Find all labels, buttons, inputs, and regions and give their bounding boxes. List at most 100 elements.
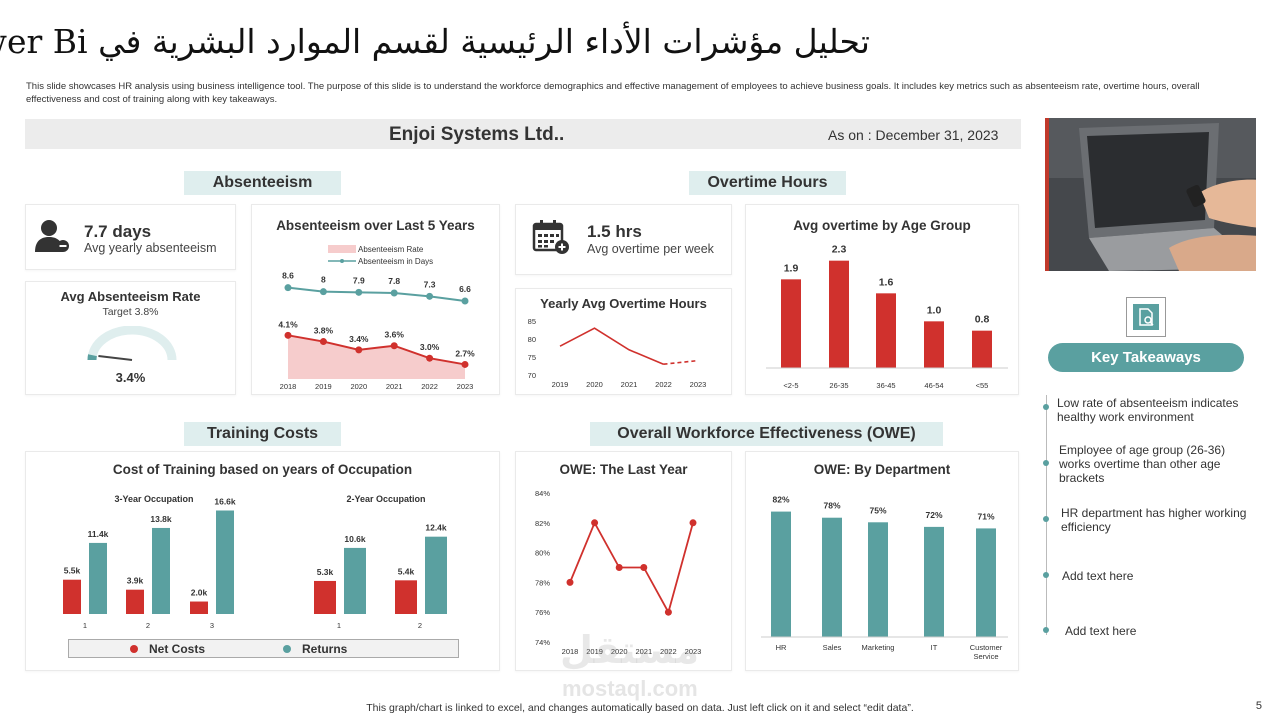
- owe-point: [689, 519, 697, 527]
- absenteeism-rate-card: Avg Absenteeism Rate Target 3.8% 3.4%: [25, 281, 236, 395]
- days-point: [461, 297, 469, 305]
- age-bar: [781, 279, 801, 368]
- x-tick-label: Customer: [970, 643, 1003, 652]
- rate-area: [288, 335, 465, 379]
- rate-label: 3.6%: [385, 330, 405, 340]
- bar-label: 2.0k: [191, 588, 208, 598]
- document-search-icon: [1133, 304, 1159, 335]
- dept-bar: [924, 526, 944, 637]
- company-band: [25, 119, 1021, 149]
- takeaway-item: Employee of age group (26-36) works over…: [1059, 443, 1226, 485]
- footer-note: This graph/chart is linked to excel, and…: [366, 702, 914, 714]
- x-tick-label: 2023: [685, 647, 702, 656]
- days-label: 8.6: [282, 271, 294, 281]
- x-tick-label: 2021: [621, 380, 638, 389]
- x-tick-label: 2019: [552, 380, 569, 389]
- dept-bar: [771, 511, 791, 637]
- absenteeism-kpi-card: 7.7 days Avg yearly absenteeism: [25, 204, 236, 270]
- overtime-kpi-label: Avg overtime per week: [587, 242, 714, 256]
- y-tick-label: 80: [528, 335, 536, 344]
- dept-bar: [976, 528, 996, 637]
- net-cost-bar: [190, 601, 208, 614]
- legend-returns: Returns: [302, 642, 348, 656]
- age-bar: [924, 321, 944, 368]
- overtime-kpi-card: 1.5 hrs Avg overtime per week: [515, 204, 732, 275]
- x-tick-label: <55: [976, 381, 989, 390]
- legend-returns-marker: [283, 645, 291, 653]
- x-tick-label: 2021: [635, 647, 652, 656]
- owe-point: [664, 608, 672, 616]
- owe-point: [615, 564, 623, 571]
- x-tick-label: 26-35: [829, 381, 848, 390]
- bar-label: 5.5k: [64, 566, 81, 576]
- rate-point: [284, 331, 292, 339]
- training-legend: Net Costs Returns: [68, 639, 459, 658]
- owe-point: [640, 564, 648, 571]
- rate-line: [287, 334, 466, 366]
- takeaways-timeline: [1046, 395, 1047, 635]
- key-takeaways-button[interactable]: Key Takeaways: [1048, 343, 1244, 372]
- x-tick-label: 2: [146, 621, 150, 630]
- page-description: This slide showcases HR analysis using b…: [26, 81, 1200, 105]
- yearly-overtime-chart: 85 80 75 70 2019 2020 2021 2022 2023: [528, 317, 707, 389]
- bar-label: 12.4k: [425, 523, 447, 533]
- x-tick-label: 2018: [562, 647, 579, 656]
- x-tick-label: 2021: [386, 382, 403, 391]
- y-tick-label: 70: [528, 371, 536, 380]
- owe-last-year-chart: 84% 82% 80% 78% 76% 74% 2018 2019 2020 2021 2022 20…: [535, 489, 702, 656]
- takeaway-dot: [1043, 460, 1049, 466]
- age-bar-label: 1.6: [879, 276, 894, 288]
- bar-label: 13.8k: [150, 514, 172, 524]
- dept-bar-label: 82%: [772, 495, 789, 505]
- x-tick-label: 46-54: [924, 381, 943, 390]
- x-tick-label: 2022: [655, 380, 672, 389]
- group-title: 2-Year Occupation: [346, 494, 425, 504]
- rate-point: [426, 354, 434, 362]
- x-tick-label: Service: [973, 652, 998, 661]
- y-tick-label: 84%: [535, 489, 550, 498]
- bar-label: 16.6k: [214, 496, 236, 506]
- days-label: 8: [321, 275, 326, 285]
- x-tick-label: 2023: [457, 382, 474, 391]
- legend-days-marker: [340, 259, 344, 263]
- owe-point: [566, 578, 574, 586]
- absenteeism-kpi-value: 7.7 days: [84, 222, 152, 241]
- returns-bar: [152, 527, 170, 614]
- owe-last-year-title: OWE: The Last Year: [559, 462, 688, 477]
- company-name: Enjoi Systems Ltd..: [389, 124, 565, 145]
- x-tick-label: 2023: [690, 380, 707, 389]
- age-bar: [876, 293, 896, 368]
- owe-dept-title: OWE: By Department: [813, 462, 951, 477]
- age-bar-label: 0.8: [975, 314, 990, 326]
- page-title: تحليل مؤشرات الأداء الرئيسية لقسم الموار…: [0, 22, 870, 61]
- x-tick-label: Sales: [823, 643, 842, 652]
- training-costs-card: Cost of Training based on years of Occup…: [25, 451, 500, 671]
- days-label: 7.3: [424, 279, 436, 289]
- days-point: [426, 292, 434, 300]
- days-label: 7.8: [388, 276, 400, 286]
- training-costs-chart: 3-Year Occupation 5.5k 11.4k 1 3.9k 13.8k 2 2.0…: [63, 494, 447, 630]
- takeaway-dot: [1043, 404, 1049, 410]
- rate-label: 2.7%: [455, 348, 475, 358]
- returns-bar: [89, 542, 107, 614]
- section-owe: Overall Workforce Effectiveness (OWE): [590, 422, 943, 446]
- age-bar: [972, 330, 992, 368]
- section-overtime: Overtime Hours: [689, 171, 846, 195]
- x-tick-label: 36-45: [876, 381, 895, 390]
- yearly-overtime-title: Yearly Avg Overtime Hours: [540, 296, 707, 311]
- days-label: 7.9: [353, 275, 365, 285]
- bar-label: 10.6k: [344, 534, 366, 544]
- gauge-title: Avg Absenteeism Rate: [60, 289, 201, 304]
- rate-label: 3.4%: [349, 334, 369, 344]
- dept-bar-label: 72%: [925, 510, 942, 520]
- user-minus-icon: [34, 219, 70, 258]
- days-point: [319, 288, 327, 296]
- days-label: 6.6: [459, 284, 471, 294]
- overtime-age-chart: 1.9 <2-5 2.3 26-35 1.6 36-45 1.0 46-54 0.8 <55: [766, 244, 1008, 390]
- dept-bar: [868, 522, 888, 637]
- dept-bar-label: 75%: [869, 505, 886, 515]
- returns-bar: [425, 536, 447, 614]
- age-bar: [829, 260, 849, 368]
- owe-dept-card: OWE: By Department 82% 78% 75% 72% 71% HR Sale…: [745, 451, 1019, 671]
- days-point: [390, 289, 398, 297]
